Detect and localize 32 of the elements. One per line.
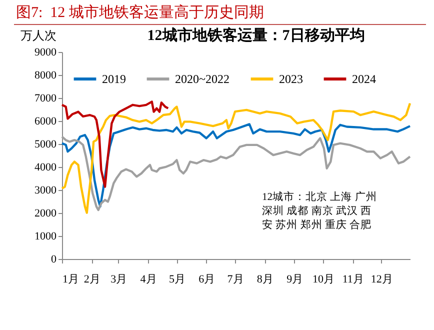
x-tick-label: 7月 xyxy=(227,274,244,286)
annotation: 12城市：北京 上海 广州深圳 成都 南京 武汉 西安 苏州 郑州 重庆 合肥 xyxy=(262,190,377,231)
y-tick-label: 8000 xyxy=(34,70,57,82)
chart-title: 图7: 12 城市地铁客运量高于历史同期 xyxy=(16,3,264,22)
x-tick-label: 2月 xyxy=(84,274,100,286)
x-tick-label: 9月 xyxy=(286,274,304,286)
y-axis-title: 万人次 xyxy=(20,28,56,42)
legend-label: 2023 xyxy=(279,72,303,86)
legend-label: 2020~2022 xyxy=(175,72,230,86)
line-series xyxy=(60,100,170,188)
y-tick-label: 6000 xyxy=(34,116,57,128)
y-tick-label: 0 xyxy=(51,254,57,266)
x-tick-label: 8月 xyxy=(256,274,274,286)
y-tick-label: 3000 xyxy=(34,184,57,196)
x-tick-label: 11月 xyxy=(342,274,364,286)
line-series xyxy=(60,102,412,214)
y-tick-label: 9000 xyxy=(34,46,57,58)
y-tick-label: 2000 xyxy=(34,208,57,220)
x-tick-label: 12月 xyxy=(370,274,393,286)
x-tick-label: 6月 xyxy=(198,274,216,286)
x-tick-label: 4月 xyxy=(140,274,157,286)
legend-label: 2019 xyxy=(102,72,126,86)
x-tick-label: 5月 xyxy=(168,274,186,286)
y-tick-label: 7000 xyxy=(34,92,57,104)
y-tick-label: 5000 xyxy=(34,138,57,150)
x-tick-label: 10月 xyxy=(312,274,334,286)
legend-label: 2024 xyxy=(352,72,376,86)
x-tick-label: 1月 xyxy=(62,274,79,286)
y-tick-label: 4000 xyxy=(34,162,57,174)
x-tick-label: 3月 xyxy=(110,274,128,286)
chart-subtitle: 12城市地铁客运量：7日移动平均 xyxy=(147,26,365,44)
y-tick-label: 1000 xyxy=(34,230,57,242)
